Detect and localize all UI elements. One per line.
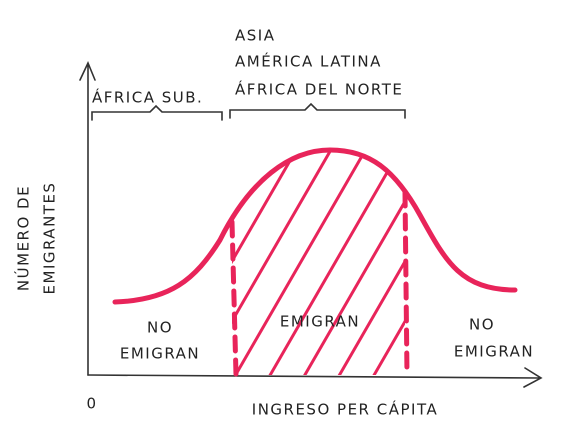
y-label: EMIGRANTES: [41, 182, 59, 295]
origin-label: 0: [86, 395, 97, 413]
divider: [402, 189, 410, 378]
x-axis: [87, 367, 543, 388]
curve: [112, 147, 518, 305]
bracket: [91, 104, 223, 121]
region-label: EMIGRAN: [454, 343, 534, 361]
x-label: INGRESO PER CÁPITA: [252, 400, 438, 419]
divider: [229, 219, 239, 378]
y-label: NÚMERO DE: [14, 185, 33, 291]
y-axis: [79, 61, 96, 376]
bracket: [229, 102, 406, 119]
region-label: NO: [147, 319, 173, 337]
bracket-label: ASIA: [235, 27, 275, 45]
region-label: NO: [469, 316, 495, 334]
region-label: EMIGRAN: [120, 345, 200, 363]
bracket-label: ÁFRICA SUB.: [92, 88, 203, 107]
region-label: EMIGRAN: [280, 313, 360, 331]
bracket-label: ÁFRICA DEL NORTE: [235, 80, 403, 99]
hatch-area: [232, 150, 405, 375]
bracket-label: AMÉRICA LATINA: [235, 52, 382, 71]
